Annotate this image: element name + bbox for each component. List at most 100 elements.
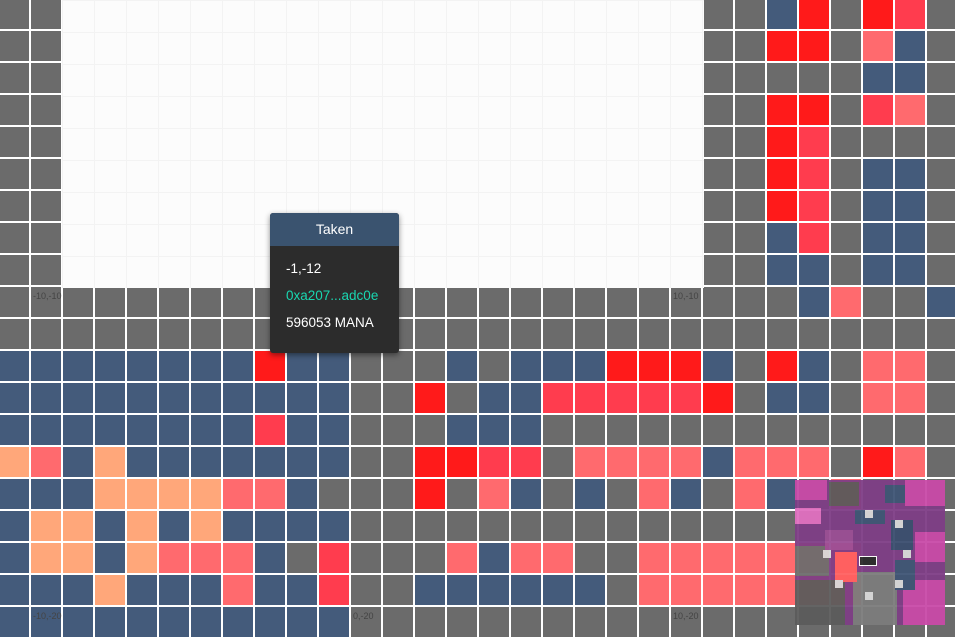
parcel-tile[interactable] [30, 126, 62, 158]
parcel-tile[interactable] [798, 94, 830, 126]
parcel-tile[interactable] [414, 606, 446, 638]
parcel-tile[interactable] [798, 446, 830, 478]
parcel-tile[interactable] [414, 286, 446, 318]
parcel-tile[interactable] [0, 254, 30, 286]
parcel-tile[interactable] [318, 446, 350, 478]
parcel-tile[interactable] [0, 414, 30, 446]
parcel-tile[interactable] [862, 158, 894, 190]
parcel-tile[interactable] [894, 94, 926, 126]
parcel-tile[interactable] [0, 94, 30, 126]
parcel-tile[interactable] [222, 350, 254, 382]
parcel-tile[interactable] [254, 350, 286, 382]
parcel-tile[interactable] [830, 414, 862, 446]
parcel-tile[interactable] [862, 350, 894, 382]
parcel-tile[interactable] [158, 510, 190, 542]
parcel-tile[interactable] [798, 62, 830, 94]
parcel-tile[interactable] [350, 446, 382, 478]
parcel-tile[interactable] [702, 510, 734, 542]
parcel-tile[interactable] [446, 350, 478, 382]
parcel-tile[interactable] [478, 606, 510, 638]
parcel-tile[interactable] [350, 574, 382, 606]
parcel-tile[interactable] [862, 222, 894, 254]
parcel-tile[interactable] [222, 318, 254, 350]
parcel-tile[interactable] [478, 574, 510, 606]
parcel-tile[interactable] [254, 382, 286, 414]
parcel-tile[interactable] [30, 0, 62, 30]
parcel-tile[interactable] [350, 478, 382, 510]
parcel-tile[interactable] [830, 446, 862, 478]
tooltip-owner-address[interactable]: 0xa207...adc0e [286, 288, 379, 303]
parcel-tile[interactable] [734, 542, 766, 574]
parcel-tile[interactable] [446, 606, 478, 638]
parcel-tile[interactable] [926, 350, 955, 382]
parcel-tile[interactable] [734, 190, 766, 222]
parcel-tile[interactable] [94, 446, 126, 478]
parcel-tile[interactable] [30, 446, 62, 478]
parcel-tile[interactable] [542, 510, 574, 542]
parcel-tile[interactable] [862, 414, 894, 446]
parcel-tile[interactable] [638, 286, 670, 318]
parcel-tile[interactable] [286, 542, 318, 574]
parcel-tile[interactable] [574, 446, 606, 478]
parcel-tile[interactable] [62, 414, 94, 446]
parcel-tile[interactable] [830, 30, 862, 62]
parcel-tile[interactable] [254, 414, 286, 446]
parcel-tile[interactable] [606, 446, 638, 478]
parcel-tile[interactable] [158, 414, 190, 446]
parcel-tile[interactable] [0, 350, 30, 382]
parcel-tile[interactable] [926, 414, 955, 446]
parcel-tile[interactable] [222, 478, 254, 510]
parcel-tile[interactable] [638, 446, 670, 478]
parcel-tile[interactable] [542, 286, 574, 318]
parcel-tile[interactable] [702, 126, 734, 158]
parcel-tile[interactable] [158, 478, 190, 510]
parcel-tile[interactable] [702, 446, 734, 478]
parcel-tile[interactable] [350, 510, 382, 542]
parcel-tile[interactable] [638, 478, 670, 510]
parcel-tile[interactable] [414, 414, 446, 446]
parcel-tile[interactable] [830, 382, 862, 414]
parcel-tile[interactable] [798, 30, 830, 62]
parcel-tile[interactable] [446, 414, 478, 446]
parcel-tile[interactable] [414, 542, 446, 574]
parcel-tile[interactable] [926, 190, 955, 222]
parcel-tile[interactable] [94, 478, 126, 510]
parcel-tile[interactable] [510, 510, 542, 542]
parcel-tile[interactable] [254, 478, 286, 510]
parcel-tile[interactable] [126, 542, 158, 574]
parcel-tile[interactable] [382, 382, 414, 414]
parcel-tile[interactable] [510, 414, 542, 446]
parcel-tile[interactable] [382, 446, 414, 478]
parcel-tile[interactable] [894, 286, 926, 318]
parcel-tile[interactable] [670, 350, 702, 382]
parcel-tile[interactable] [542, 414, 574, 446]
parcel-tile[interactable] [702, 318, 734, 350]
parcel-tile[interactable] [382, 414, 414, 446]
parcel-tile[interactable] [574, 318, 606, 350]
parcel-tile[interactable] [638, 510, 670, 542]
parcel-tile[interactable] [574, 510, 606, 542]
parcel-tile[interactable] [190, 510, 222, 542]
parcel-tile[interactable] [190, 542, 222, 574]
parcel-tile[interactable] [574, 542, 606, 574]
parcel-tile[interactable] [126, 574, 158, 606]
parcel-tile[interactable] [158, 286, 190, 318]
parcel-tile[interactable] [190, 446, 222, 478]
parcel-tile[interactable] [158, 318, 190, 350]
parcel-tile[interactable] [606, 542, 638, 574]
parcel-tile[interactable] [702, 190, 734, 222]
parcel-tile[interactable] [862, 30, 894, 62]
parcel-tile[interactable] [446, 542, 478, 574]
parcel-tile[interactable] [766, 606, 798, 638]
parcel-tile[interactable] [798, 126, 830, 158]
parcel-tile[interactable] [446, 318, 478, 350]
parcel-tile[interactable] [702, 574, 734, 606]
parcel-tile[interactable] [30, 94, 62, 126]
parcel-tile[interactable] [798, 414, 830, 446]
parcel-tile[interactable] [830, 286, 862, 318]
minimap-viewport[interactable] [859, 556, 877, 566]
parcel-tile[interactable] [0, 382, 30, 414]
parcel-tile[interactable] [254, 574, 286, 606]
parcel-tile[interactable] [574, 382, 606, 414]
parcel-tile[interactable] [350, 606, 382, 638]
